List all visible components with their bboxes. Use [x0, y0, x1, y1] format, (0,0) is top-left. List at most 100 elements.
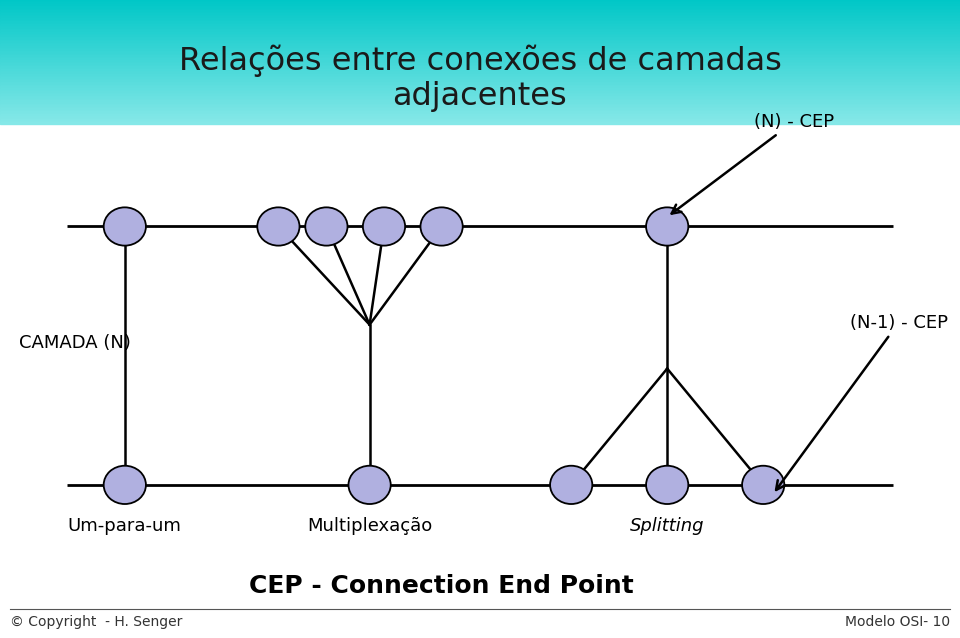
Bar: [0, 43, 960, 45]
Bar: [0, 56, 960, 57]
Bar: [0, 60, 960, 62]
Bar: [0, 107, 960, 109]
Ellipse shape: [104, 466, 146, 504]
Bar: [0, 88, 960, 90]
Bar: [0, 119, 960, 121]
Bar: [0, 80, 960, 82]
Bar: [0, 59, 960, 61]
Bar: [0, 45, 960, 47]
Bar: [0, 46, 960, 48]
Bar: [0, 7, 960, 10]
Bar: [0, 121, 960, 123]
Bar: [0, 40, 960, 42]
Bar: [0, 93, 960, 95]
Bar: [0, 48, 960, 50]
Bar: [0, 84, 960, 85]
Ellipse shape: [646, 207, 688, 246]
Bar: [0, 49, 960, 51]
Ellipse shape: [305, 207, 348, 246]
Bar: [0, 102, 960, 104]
Bar: [0, 98, 960, 100]
Bar: [0, 71, 960, 73]
Text: Modelo OSI- 10: Modelo OSI- 10: [845, 615, 950, 629]
Bar: [0, 94, 960, 96]
Bar: [0, 10, 960, 13]
Ellipse shape: [646, 466, 688, 504]
Ellipse shape: [742, 466, 784, 504]
Bar: [0, 77, 960, 79]
Ellipse shape: [550, 466, 592, 504]
Bar: [0, 89, 960, 92]
Ellipse shape: [257, 207, 300, 246]
Bar: [0, 117, 960, 120]
Bar: [0, 13, 960, 15]
Bar: [0, 20, 960, 22]
Bar: [0, 99, 960, 101]
Bar: [0, 27, 960, 29]
Bar: [0, 57, 960, 59]
Bar: [0, 4, 960, 6]
Bar: [0, 52, 960, 54]
Bar: [0, 0, 960, 1]
Text: CAMADA (N): CAMADA (N): [19, 334, 132, 352]
Ellipse shape: [348, 466, 391, 504]
Text: Relações entre conexões de camadas: Relações entre conexões de camadas: [179, 45, 781, 77]
Text: adjacentes: adjacentes: [393, 82, 567, 112]
Bar: [0, 122, 960, 124]
Text: © Copyright  - H. Senger: © Copyright - H. Senger: [10, 615, 182, 629]
Bar: [0, 23, 960, 25]
Bar: [0, 73, 960, 75]
Bar: [0, 24, 960, 26]
Ellipse shape: [420, 207, 463, 246]
Ellipse shape: [104, 207, 146, 246]
Bar: [0, 1, 960, 3]
Bar: [0, 54, 960, 56]
Bar: [0, 100, 960, 103]
Bar: [0, 3, 960, 4]
Bar: [0, 6, 960, 8]
Bar: [0, 50, 960, 53]
Bar: [0, 75, 960, 78]
Bar: [0, 32, 960, 34]
Bar: [0, 116, 960, 118]
Bar: [0, 113, 960, 115]
Bar: [0, 64, 960, 67]
Bar: [0, 9, 960, 11]
Bar: [0, 68, 960, 70]
Bar: [0, 36, 960, 39]
Text: CEP - Connection End Point: CEP - Connection End Point: [250, 574, 634, 598]
Bar: [0, 105, 960, 107]
Text: (N-1) - CEP: (N-1) - CEP: [776, 314, 948, 490]
Bar: [0, 114, 960, 117]
Bar: [0, 103, 960, 106]
Bar: [0, 18, 960, 20]
Bar: [0, 96, 960, 98]
Text: Splitting: Splitting: [630, 517, 705, 535]
Bar: [0, 12, 960, 14]
Bar: [0, 112, 960, 114]
Bar: [0, 38, 960, 40]
Bar: [0, 26, 960, 28]
Bar: [0, 108, 960, 110]
Bar: [0, 17, 960, 19]
Bar: [0, 35, 960, 37]
Text: Multiplexação: Multiplexação: [307, 517, 432, 535]
Bar: [0, 61, 960, 64]
Bar: [0, 91, 960, 93]
Bar: [0, 110, 960, 112]
Bar: [0, 31, 960, 33]
Bar: [0, 21, 960, 24]
Bar: [0, 63, 960, 65]
Text: (N) - CEP: (N) - CEP: [672, 113, 833, 214]
Bar: [0, 85, 960, 87]
Text: Um-para-um: Um-para-um: [68, 517, 181, 535]
Bar: [0, 15, 960, 17]
Bar: [0, 74, 960, 76]
Bar: [0, 70, 960, 71]
Bar: [0, 86, 960, 89]
Bar: [0, 41, 960, 43]
Ellipse shape: [363, 207, 405, 246]
Bar: [0, 82, 960, 84]
Bar: [0, 29, 960, 31]
Bar: [0, 34, 960, 36]
